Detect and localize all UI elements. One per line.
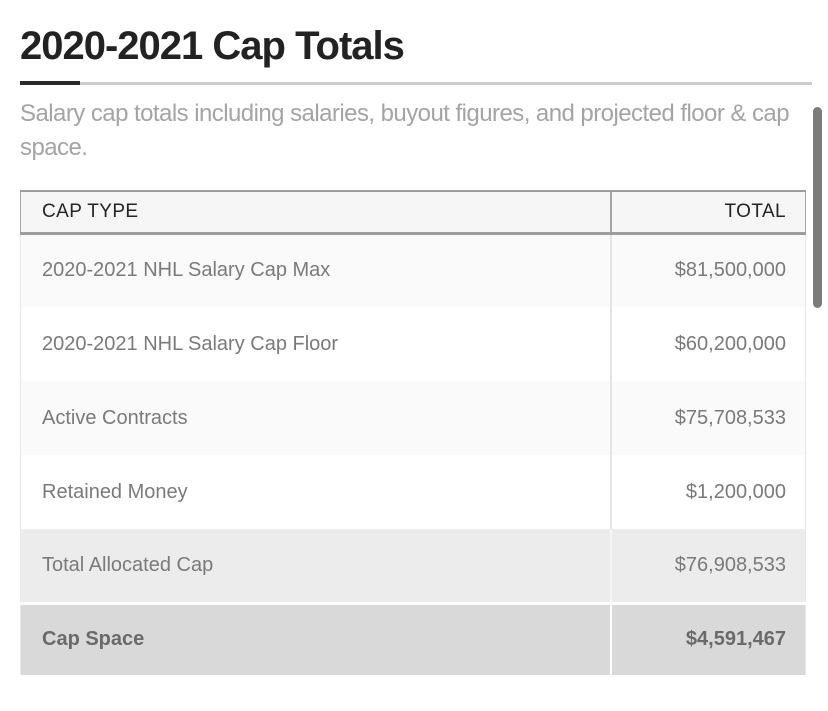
total-cell: $4,591,467 (609, 601, 806, 675)
cap-type-cell: 2020-2021 NHL Salary Cap Max (20, 233, 611, 307)
table-row: 2020-2021 NHL Salary Cap Floor $60,200,00… (20, 307, 806, 381)
cap-type-cell: 2020-2021 NHL Salary Cap Floor (20, 307, 611, 381)
page-title: 2020-2021 Cap Totals (20, 24, 405, 68)
table-row: Retained Money $1,200,000 (20, 455, 806, 529)
total-cell: $60,200,000 (609, 307, 806, 381)
divider-line (20, 82, 812, 85)
column-header-cap-type: CAP TYPE (20, 190, 611, 235)
table-row: 2020-2021 NHL Salary Cap Max $81,500,000 (20, 233, 806, 307)
title-divider (20, 81, 812, 85)
cap-totals-table: CAP TYPE TOTAL 2020-2021 NHL Salary Cap … (20, 190, 806, 675)
total-cell: $81,500,000 (609, 233, 806, 307)
table-row: Total Allocated Cap $76,908,533 (20, 529, 806, 603)
total-cell: $76,908,533 (609, 529, 806, 603)
divider-accent (20, 81, 80, 85)
cap-type-cell: Active Contracts (20, 381, 611, 455)
header-row: CAP TYPE TOTAL (20, 190, 806, 235)
vertical-scrollbar-thumb[interactable] (813, 107, 822, 308)
cap-type-cell: Retained Money (20, 455, 611, 529)
cap-type-cell: Total Allocated Cap (20, 529, 611, 603)
page-subtitle: Salary cap totals including salaries, bu… (20, 100, 790, 161)
table-row: Cap Space $4,591,467 (20, 601, 806, 675)
total-cell: $1,200,000 (609, 455, 806, 529)
total-cell: $75,708,533 (609, 381, 806, 455)
column-header-total: TOTAL (609, 190, 806, 235)
cap-type-cell: Cap Space (20, 601, 611, 675)
cap-table-body: 2020-2021 NHL Salary Cap Max $81,500,000 2… (20, 233, 806, 675)
table-row: Active Contracts $75,708,533 (20, 381, 806, 455)
table-header: CAP TYPE TOTAL (20, 190, 806, 235)
